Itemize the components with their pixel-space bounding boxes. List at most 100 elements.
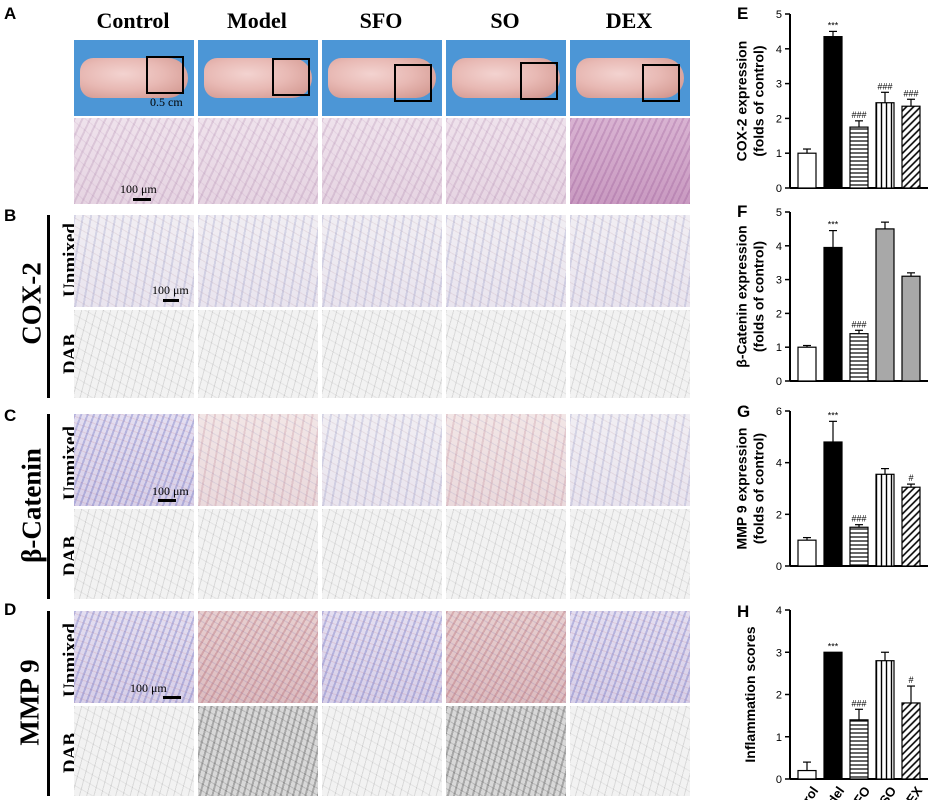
bar-f-2 — [849, 333, 869, 382]
x-tick-label-h-2: SFO — [846, 784, 874, 800]
scale-bar-a — [133, 198, 151, 201]
bcat-unmixed-sfo — [322, 414, 442, 506]
mmp9-dab-dex — [570, 706, 690, 796]
bar-g-1 — [823, 441, 843, 567]
significance-e-2: ### — [851, 110, 866, 120]
bar-e-1 — [823, 36, 843, 189]
tissue-photo-sfo — [322, 40, 442, 116]
y-tick-label-g-3: 6 — [776, 406, 782, 418]
column-header-sfo: SFO — [359, 8, 403, 33]
tissue-photo-control — [74, 40, 194, 116]
y-tick-label-e-0: 0 — [776, 183, 782, 195]
bcat-dab-model — [198, 509, 318, 599]
significance-h-1: *** — [828, 641, 839, 651]
he-image-dex — [570, 118, 690, 204]
he-image-so — [446, 118, 566, 204]
bar-e-3 — [875, 102, 895, 189]
bcat-dab-so — [446, 509, 566, 599]
bar-f-1 — [823, 246, 843, 382]
y-tick-label-g-2: 4 — [776, 458, 782, 470]
cox2-unmixed-so — [446, 215, 566, 307]
y-axis-label-g-0: MMP 9 expression — [734, 428, 750, 550]
significance-f-2: ### — [851, 319, 866, 329]
panel-letter-a: A — [4, 4, 17, 23]
x-tick-label-h-4: DEX — [898, 783, 926, 800]
panel-letter-h: H — [737, 602, 750, 621]
bar-h-0 — [797, 769, 817, 780]
y-tick-label-e-1: 1 — [776, 148, 782, 160]
significance-h-2: ### — [851, 698, 866, 708]
scale-label-um-d: 100 μm — [130, 681, 167, 695]
scale-label-cm: 0.5 cm — [150, 95, 183, 109]
scale-label-um-a: 100 μm — [120, 182, 157, 196]
bar-e-4 — [901, 105, 921, 189]
scale-bar-c — [158, 499, 176, 502]
bar-f-0 — [797, 346, 817, 382]
y-tick-label-f-2: 2 — [776, 308, 782, 320]
scale-label-um-c: 100 μm — [152, 484, 189, 498]
y-tick-label-f-5: 5 — [776, 207, 782, 219]
bcat-unmixed-model — [198, 414, 318, 506]
bar-h-1 — [823, 651, 843, 780]
cox2-unmixed-dex — [570, 215, 690, 307]
x-tick-label-h-0: Control — [783, 784, 822, 800]
y-tick-label-f-3: 3 — [776, 275, 782, 287]
scale-bar-d — [163, 696, 181, 699]
significance-g-1: *** — [828, 410, 839, 420]
column-header-control: Control — [96, 8, 170, 33]
y-tick-label-f-4: 4 — [776, 241, 782, 253]
bar-g-0 — [797, 539, 817, 567]
mmp9-unmixed-sfo — [322, 611, 442, 703]
bcat-dab-sfo — [322, 509, 442, 599]
y-tick-label-f-0: 0 — [776, 376, 782, 388]
y-tick-label-g-0: 0 — [776, 561, 782, 573]
column-header-model: Model — [227, 8, 287, 33]
column-header-dex: DEX — [605, 8, 653, 33]
panel-letter-c: C — [4, 406, 17, 425]
bcat-unmixed-control — [74, 414, 194, 506]
significance-g-2: ### — [851, 514, 866, 524]
significance-e-4: ### — [903, 88, 918, 98]
panel-letter-g: G — [737, 402, 751, 421]
cox2-dab-dex — [570, 310, 690, 398]
x-tick-label-h-3: SO — [876, 784, 899, 800]
bar-g-2 — [849, 526, 869, 567]
significance-h-4: # — [908, 675, 913, 685]
mmp9-unmixed-model — [198, 611, 318, 703]
tissue-photo-dex — [570, 40, 690, 116]
bar-h-2 — [849, 719, 869, 780]
y-tick-label-g-1: 2 — [776, 509, 782, 521]
panel-letter-f: F — [737, 202, 748, 221]
cox2-unmixed-sfo — [322, 215, 442, 307]
y-tick-label-f-1: 1 — [776, 342, 782, 354]
cox2-dab-sfo — [322, 310, 442, 398]
y-axis-label-h-0: Inflammation scores — [742, 626, 758, 762]
bcat-unmixed-dex — [570, 414, 690, 506]
bar-g-4 — [901, 486, 921, 567]
panel-letter-d: D — [4, 600, 17, 619]
cox2-unmixed-model — [198, 215, 318, 307]
group-bracket-bcat — [47, 414, 50, 599]
significance-e-1: *** — [828, 20, 839, 30]
bar-f-4 — [901, 275, 921, 382]
y-axis-label-e-1: (folds of control) — [751, 45, 767, 156]
bcat-dab-dex — [570, 509, 690, 599]
y-axis-label-g-1: (folds of control) — [751, 433, 767, 544]
y-tick-label-e-5: 5 — [776, 9, 782, 21]
y-tick-label-e-3: 3 — [776, 79, 782, 91]
mmp9-dab-so — [446, 706, 566, 796]
bar-f-3 — [875, 228, 895, 382]
bar-e-2 — [849, 126, 869, 189]
y-axis-label-e-0: COX-2 expression — [734, 41, 750, 162]
significance-g-4: # — [908, 473, 913, 483]
y-tick-label-h-4: 4 — [776, 605, 782, 617]
significance-f-1: *** — [828, 220, 839, 230]
y-tick-label-h-3: 3 — [776, 647, 782, 659]
y-tick-label-h-1: 1 — [776, 732, 782, 744]
cox2-dab-control — [74, 310, 194, 398]
tissue-photo-so — [446, 40, 566, 116]
y-tick-label-e-2: 2 — [776, 113, 782, 125]
he-image-control — [74, 118, 194, 204]
he-image-sfo — [322, 118, 442, 204]
